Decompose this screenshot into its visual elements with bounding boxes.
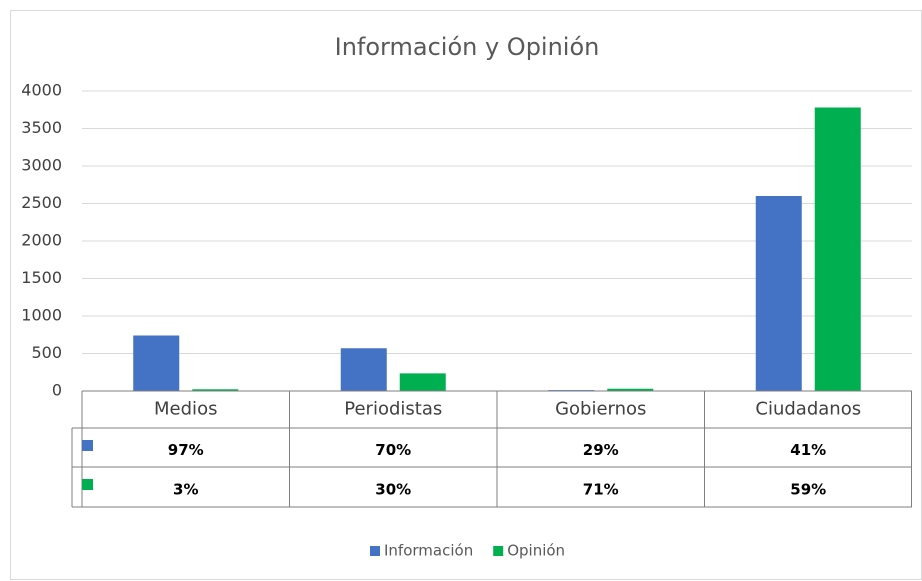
y-tick-label: 1000 xyxy=(21,306,62,325)
y-tick-label: 3000 xyxy=(21,156,62,175)
legend-key xyxy=(370,546,380,556)
table-cell: 29% xyxy=(583,441,619,459)
bar xyxy=(192,389,239,391)
bar xyxy=(133,335,180,391)
table-cell: 59% xyxy=(790,481,826,499)
y-tick-label: 0 xyxy=(52,381,62,400)
bar xyxy=(340,348,387,391)
table-cell: 70% xyxy=(375,441,411,459)
chart-title: Información y Opinión xyxy=(335,33,600,61)
table-cell: 41% xyxy=(790,441,826,459)
x-tick-label: Gobiernos xyxy=(555,399,646,420)
table-cell: 30% xyxy=(375,481,411,499)
x-tick-label: Ciudadanos xyxy=(755,399,861,420)
table-legend-key xyxy=(82,479,93,490)
bar xyxy=(399,373,446,391)
bar xyxy=(607,388,654,391)
y-tick-label: 2000 xyxy=(21,231,62,250)
table-cell: 97% xyxy=(168,441,204,459)
x-tick-label: Medios xyxy=(154,399,217,420)
table-legend-key xyxy=(82,440,93,451)
y-tick-label: 2500 xyxy=(21,193,62,212)
legend-label: Información xyxy=(384,542,473,560)
y-tick-label: 4000 xyxy=(21,81,62,100)
x-tick-label: Periodistas xyxy=(344,399,442,420)
y-tick-label: 1500 xyxy=(21,268,62,287)
y-tick-label: 3500 xyxy=(21,118,62,137)
bar xyxy=(814,107,861,391)
table-cell: 3% xyxy=(173,481,198,499)
bar xyxy=(755,196,802,391)
legend-label: Opinión xyxy=(507,542,565,560)
table-cell: 71% xyxy=(583,481,619,499)
y-tick-label: 500 xyxy=(31,343,62,362)
legend-key xyxy=(493,546,504,556)
